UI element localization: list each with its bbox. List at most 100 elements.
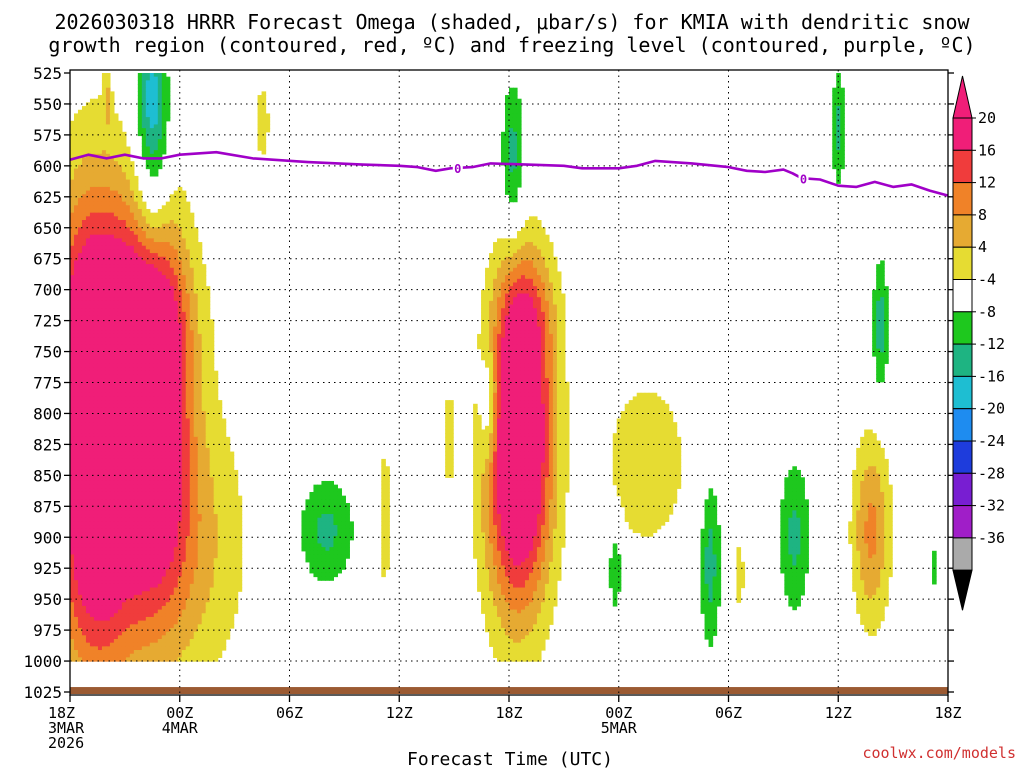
omega-cell: [117, 161, 123, 166]
omega-cell: [153, 289, 159, 295]
omega-cell: [509, 447, 514, 453]
omega-cell: [73, 455, 79, 460]
omega-cell: [97, 109, 103, 115]
omega-cell: [89, 113, 95, 118]
omega-cell: [77, 208, 83, 214]
omega-cell: [261, 139, 267, 144]
omega-cell: [105, 385, 111, 390]
omega-cell: [209, 392, 215, 398]
omega-cell: [652, 422, 658, 427]
omega-cell: [197, 271, 203, 276]
omega-cell: [512, 407, 518, 412]
omega-cell: [185, 208, 191, 214]
omega-cell: [145, 326, 151, 331]
omega-cell: [85, 238, 91, 243]
omega-cell: [217, 447, 223, 453]
omega-cell: [185, 260, 191, 265]
omega-cell: [125, 242, 131, 247]
omega-cell: [105, 286, 111, 291]
omega-cell: [113, 271, 119, 276]
omega-cell: [133, 378, 139, 383]
omega-cell: [165, 418, 171, 423]
omega-cell: [884, 326, 889, 331]
omega-cell: [632, 451, 638, 456]
omega-cell: [197, 275, 203, 280]
omega-cell: [141, 109, 147, 115]
omega-cell: [181, 396, 187, 401]
omega-cell: [197, 256, 203, 262]
omega-cell: [73, 344, 79, 350]
omega-cell: [169, 447, 175, 453]
omega-cell: [636, 425, 642, 431]
omega-cell: [556, 374, 562, 379]
omega-cell: [117, 260, 123, 265]
omega-cell: [884, 289, 889, 295]
omega-cell: [536, 389, 542, 394]
omega-cell: [129, 385, 135, 390]
omega-cell: [109, 440, 115, 445]
omega-cell: [832, 139, 837, 144]
omega-cell: [501, 300, 506, 306]
omega-cell: [185, 231, 191, 236]
omega-cell: [129, 315, 135, 320]
omega-cell: [544, 264, 550, 269]
omega-cell: [497, 367, 502, 372]
omega-cell: [73, 153, 79, 159]
omega-cell: [161, 381, 167, 387]
omega-cell: [524, 234, 530, 239]
omega-cell: [113, 319, 119, 324]
omega-cell: [157, 429, 163, 434]
omega-cell: [81, 249, 87, 254]
omega-cell: [872, 341, 877, 346]
omega-cell: [93, 381, 99, 387]
omega-cell: [77, 455, 83, 460]
omega-cell: [193, 341, 199, 346]
omega-cell: [556, 278, 562, 284]
omega-cell: [117, 168, 123, 173]
omega-cell: [181, 322, 187, 328]
omega-cell: [493, 444, 498, 449]
omega-cell: [77, 326, 83, 331]
omega-cell: [177, 300, 183, 306]
omega-cell: [117, 407, 123, 412]
omega-cell: [85, 249, 91, 254]
omega-cell: [181, 311, 187, 317]
omega-cell: [81, 275, 87, 280]
omega-cell: [205, 370, 211, 375]
omega-cell: [137, 197, 143, 203]
omega-cell: [540, 286, 546, 291]
omega-cell: [125, 238, 131, 243]
omega-cell: [117, 282, 123, 287]
omega-cell: [560, 344, 566, 350]
omega-cell: [161, 400, 167, 405]
omega-cell: [445, 451, 450, 456]
omega-cell: [489, 304, 494, 309]
omega-cell: [532, 333, 538, 339]
omega-cell: [181, 223, 187, 228]
omega-cell: [189, 396, 195, 401]
omega-cell: [193, 363, 199, 368]
omega-cell: [81, 135, 87, 140]
omega-cell: [189, 249, 195, 254]
omega-cell: [149, 385, 155, 390]
omega-cell: [497, 282, 502, 287]
omega-cell: [181, 344, 187, 350]
omega-cell: [560, 341, 566, 346]
omega-cell: [489, 374, 494, 379]
omega-cell: [189, 278, 195, 284]
omega-cell: [93, 359, 99, 364]
omega-cell: [77, 216, 83, 221]
omega-cell: [141, 128, 147, 133]
omega-cell: [105, 201, 111, 206]
omega-cell: [93, 444, 99, 449]
omega-cell: [544, 440, 550, 445]
omega-cell: [125, 389, 131, 394]
omega-cell: [516, 367, 522, 372]
omega-cell: [117, 392, 123, 398]
omega-cell: [540, 451, 546, 456]
omega-cell: [77, 429, 83, 434]
omega-cell: [77, 271, 83, 276]
omega-cell: [656, 396, 662, 401]
omega-cell: [81, 436, 87, 442]
omega-cell: [129, 429, 135, 434]
